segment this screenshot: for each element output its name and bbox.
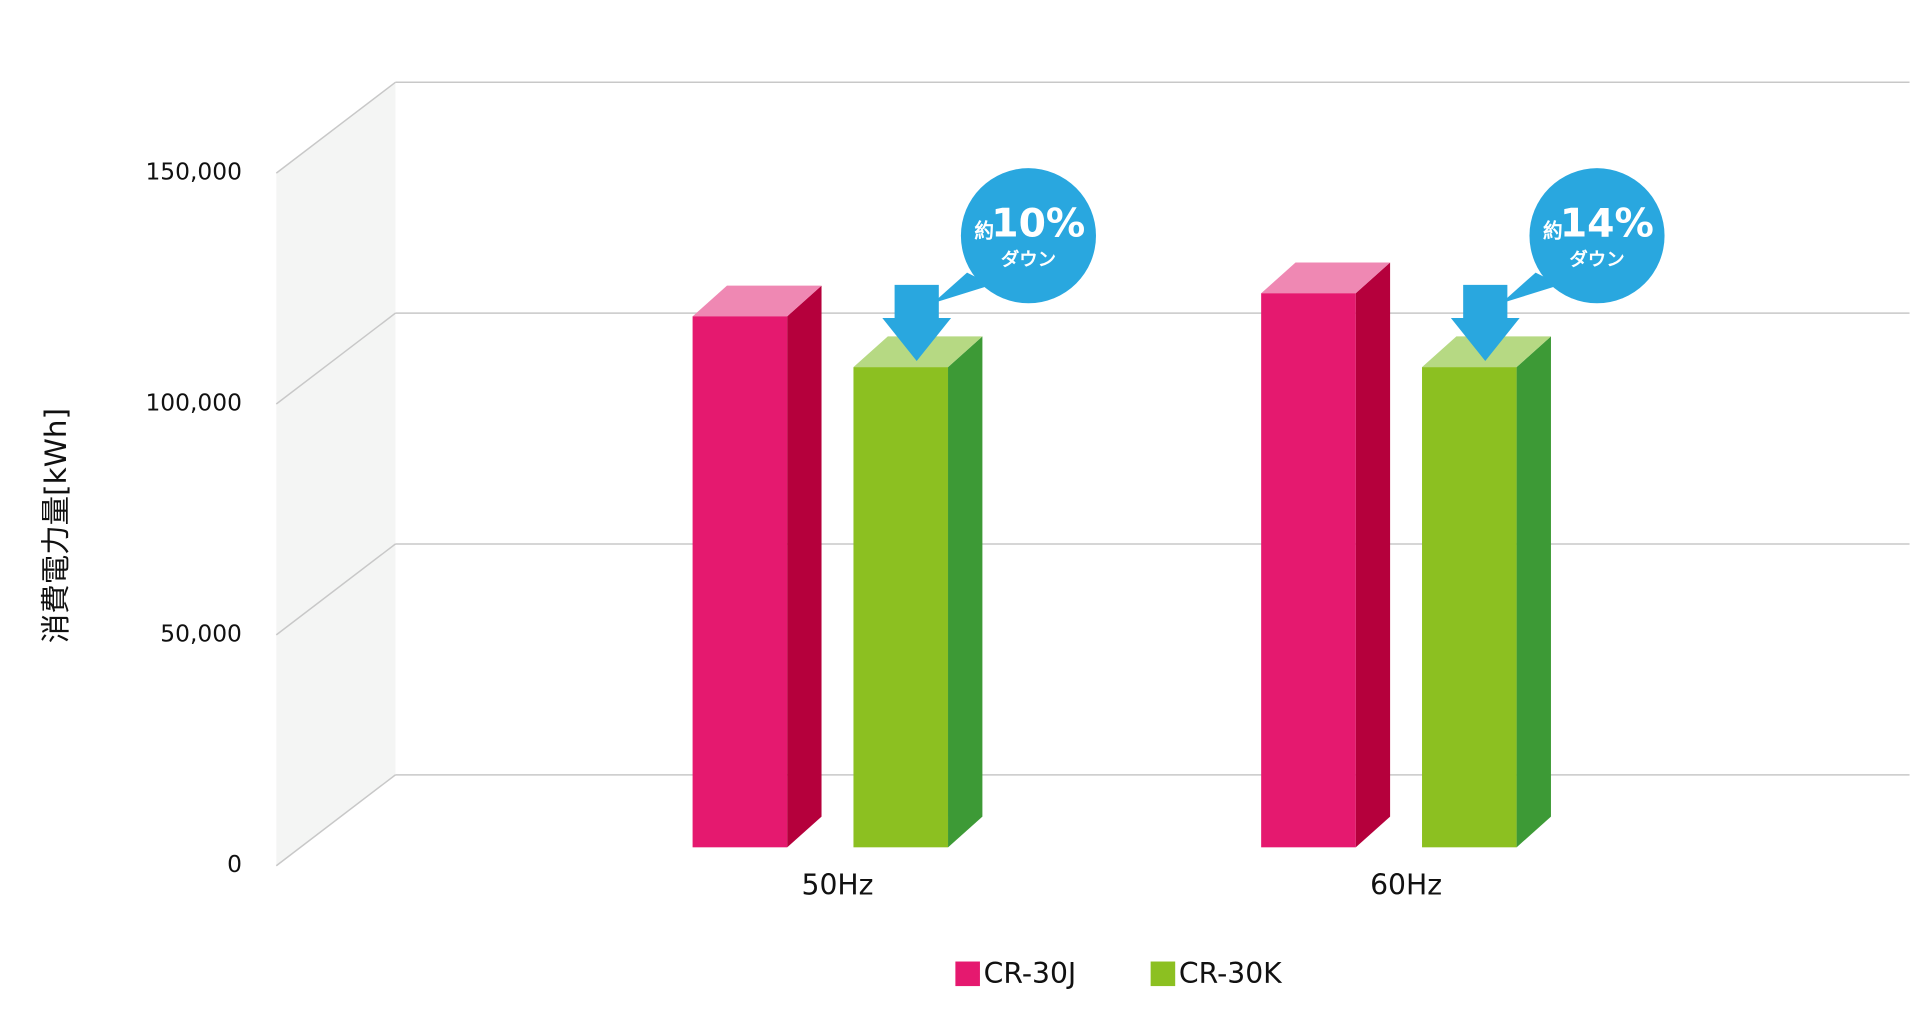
legend-label: CR-30J [984, 957, 1077, 990]
bar-side [1355, 262, 1391, 848]
callout-prefix: 約 [974, 220, 994, 243]
bar-side [948, 336, 983, 848]
callout-tail [932, 272, 992, 304]
down-arrow [882, 284, 952, 361]
side-wall [276, 82, 396, 866]
grid-line [275, 543, 396, 636]
bar [692, 316, 788, 848]
callout-text: ダウン [1001, 248, 1056, 270]
callout [960, 168, 1096, 304]
callout [1529, 168, 1665, 304]
callout-text: ダウン [1569, 248, 1624, 270]
callout-percent: 10% [991, 201, 1085, 246]
grid-line [275, 774, 396, 867]
x-tick-label: 60Hz [1370, 869, 1442, 902]
callout-tail [1501, 272, 1561, 304]
callout-percent: 14% [1560, 201, 1654, 246]
y-tick-label: 100,000 [145, 389, 241, 417]
x-tick-label: 50Hz [802, 869, 874, 902]
y-tick-label: 0 [227, 850, 242, 878]
y-axis-label: 消費電力量[kWh] [39, 408, 73, 643]
y-tick-label: 50,000 [160, 619, 242, 647]
bar-top [692, 285, 822, 317]
down-arrow [1450, 284, 1520, 361]
bar [1422, 367, 1517, 848]
callout-prefix: 約 [1543, 220, 1563, 243]
bar-side [1516, 336, 1551, 848]
grid-line [275, 81, 396, 174]
legend-label: CR-30K [1179, 957, 1283, 990]
chart-body: 消費電力量[kWh] 050,000100,000150,00050Hz約10%… [39, 81, 1910, 990]
legend-swatch [955, 961, 980, 987]
bar [853, 367, 949, 848]
bar-side [787, 285, 822, 848]
bar-top [1261, 262, 1391, 294]
y-tick-label: 150,000 [145, 158, 241, 186]
grid-line [275, 312, 396, 405]
legend-swatch [1150, 961, 1176, 987]
bar [1261, 293, 1356, 848]
